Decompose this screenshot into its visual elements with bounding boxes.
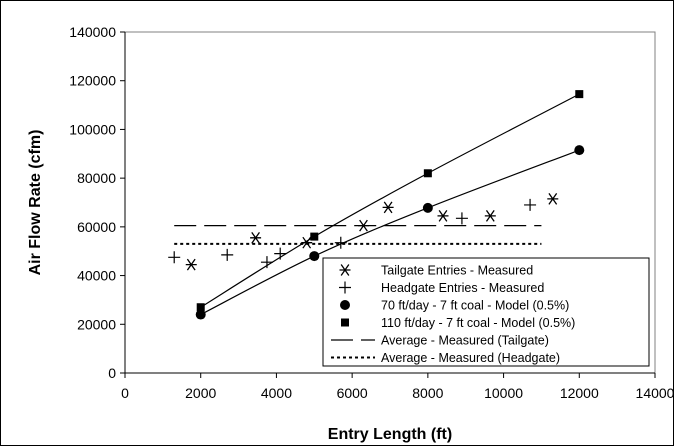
model-line [200,93,580,308]
data-point [437,210,449,222]
series-1 [185,192,559,271]
x-tick-label: 10000 [484,385,523,401]
y-tick-label: 120000 [69,73,116,89]
legend-box [322,257,650,367]
legend-label: Headgate Entries - Measured [381,281,544,295]
data-point [310,232,319,241]
legend-item: Tailgate Entries - Measured [339,264,533,278]
data-point [524,198,537,211]
x-tick-label: 2000 [185,385,216,401]
series-2 [168,198,537,269]
legend-item: Headgate Entries - Measured [339,281,544,295]
legend: Tailgate Entries - Measured Headgate Entr… [322,257,650,367]
y-tick-label: 80000 [77,170,116,186]
data-point [309,251,320,262]
legend-item: 110 ft/day - 7 ft coal - Model (0.5%) [341,316,575,330]
legend-label: 110 ft/day - 7 ft coal - Model (0.5%) [381,316,575,330]
series-3 [195,145,585,320]
series-4 [196,90,584,312]
y-tick-label: 100000 [69,121,116,137]
data-point [575,90,584,99]
x-tick-label: 12000 [560,385,599,401]
y-axis-title: Air Flow Rate (cfm) [27,130,44,276]
legend-label: 70 ft/day - 7 ft coal - Model (0.5%) [381,299,569,313]
x-tick-label: 14000 [636,385,674,401]
data-point [455,212,468,225]
y-tick-label: 40000 [77,268,116,284]
data-point [185,258,197,271]
data-point [250,231,262,244]
model-line [200,149,580,316]
series-layer [168,90,585,320]
data-point [547,192,559,205]
data-point [168,251,181,264]
legend-marker [339,281,351,294]
x-tick-label: 8000 [412,385,443,401]
x-axis-title: Entry Length (ft) [328,426,452,443]
legend-label: Average - Measured (Headgate) [381,351,560,365]
y-tick-label: 0 [108,365,116,381]
data-point [574,145,585,156]
legend-item: Average - Measured (Headgate) [331,351,560,365]
data-point [422,202,433,213]
legend-marker [339,264,351,276]
data-point [195,309,206,320]
x-tick-label: 6000 [337,385,368,401]
data-point [221,248,234,261]
legend-item: 70 ft/day - 7 ft coal - Model (0.5%) [340,299,569,313]
y-tick-label: 60000 [77,219,116,235]
legend-item: Average - Measured (Tailgate) [331,334,549,348]
y-tick-label: 140000 [69,24,116,40]
axis-ticks: 0 2000 4000 6000 8000 10000 12000 1400002000040… [69,24,674,401]
y-tick-label: 20000 [77,316,116,332]
x-tick-label: 4000 [261,385,292,401]
x-tick-label: 0 [121,385,129,401]
data-point [196,303,205,312]
legend-marker [341,318,349,327]
legend-label: Tailgate Entries - Measured [381,264,533,278]
data-point [423,169,432,178]
legend-marker [340,300,350,310]
legend-label: Average - Measured (Tailgate) [381,334,549,348]
data-point [484,210,496,222]
data-point [382,201,394,214]
